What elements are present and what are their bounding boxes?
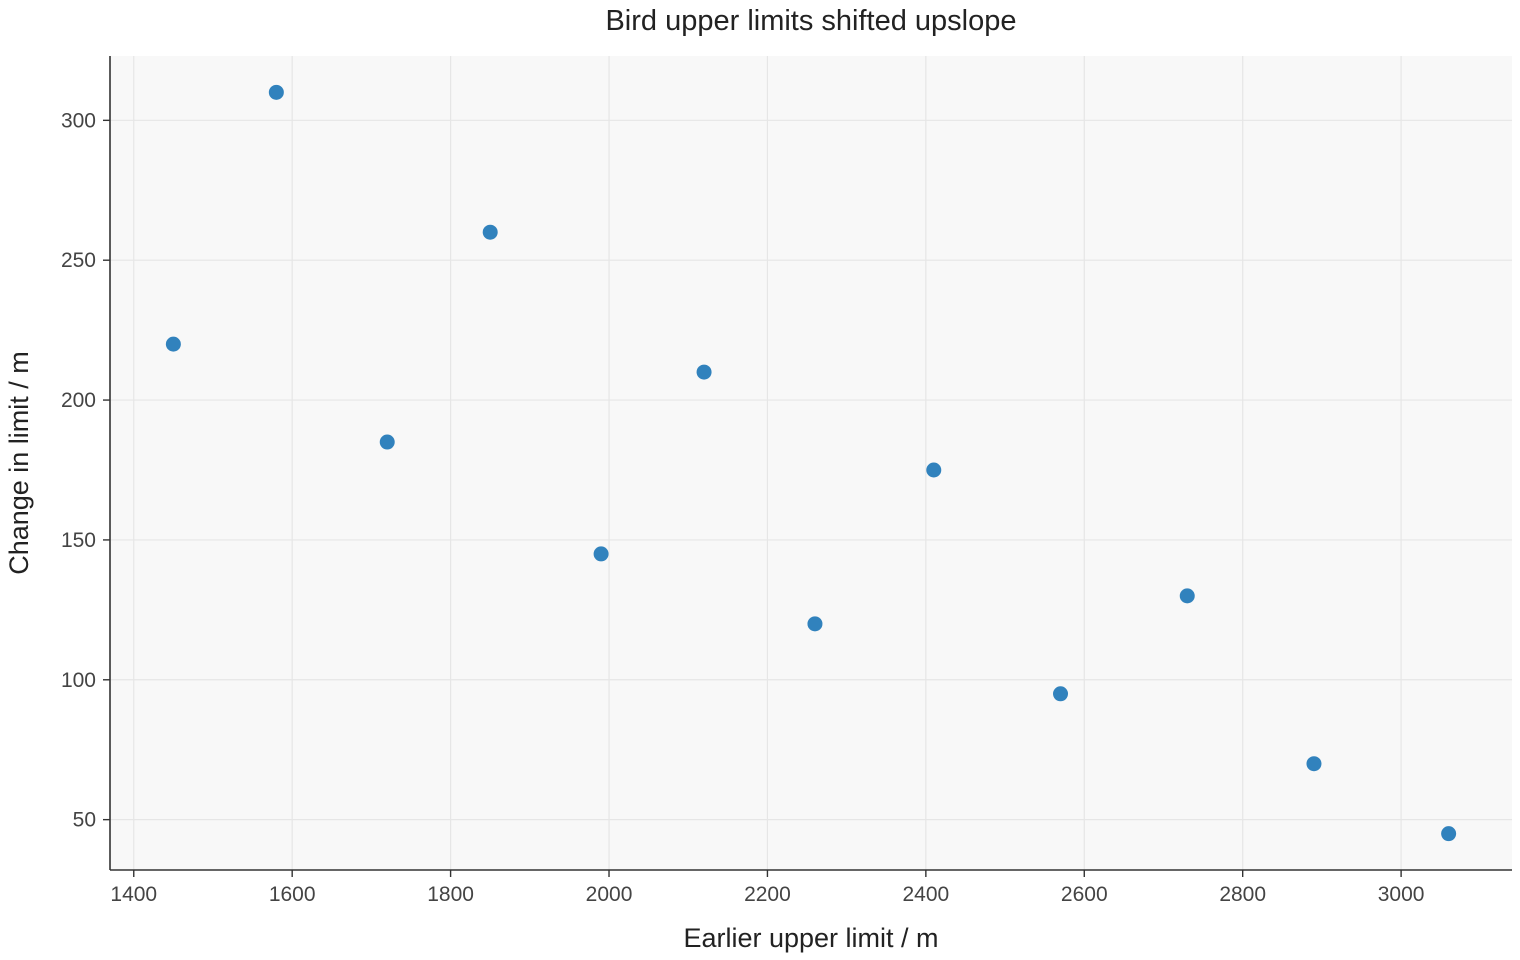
x-tick-label: 2200	[744, 883, 791, 906]
x-tick-label: 2000	[586, 883, 633, 906]
x-tick-label: 2400	[902, 883, 949, 906]
y-ticks: 50 100 150 200 250 300	[61, 109, 110, 832]
data-point	[807, 616, 823, 632]
grid	[110, 56, 1512, 870]
x-tick-label: 2600	[1061, 883, 1108, 906]
data-point	[926, 462, 942, 478]
y-tick-label: 50	[73, 809, 96, 832]
x-ticks: 1400 1600 1800 2000 2200 2400 2600 2800 3000	[110, 870, 1424, 906]
x-tick-label: 3000	[1378, 883, 1425, 906]
data-point	[268, 84, 284, 100]
chart-title: Bird upper limits shifted upslope	[605, 5, 1016, 37]
data-point	[165, 336, 181, 352]
data-point	[1053, 686, 1069, 702]
data-points	[165, 84, 1457, 842]
y-tick-label: 100	[61, 669, 96, 692]
x-tick-label: 1800	[427, 883, 474, 906]
y-tick-label: 300	[61, 109, 96, 132]
x-tick-label: 1600	[269, 883, 316, 906]
x-tick-label: 1400	[110, 883, 157, 906]
y-tick-label: 250	[61, 249, 96, 272]
data-point	[1441, 826, 1457, 842]
data-point	[696, 364, 712, 380]
x-tick-label: 2800	[1219, 883, 1266, 906]
data-point	[482, 224, 498, 240]
y-tick-label: 150	[61, 529, 96, 552]
data-point	[1306, 756, 1322, 772]
y-axis-label: Change in limit / m	[4, 351, 34, 575]
data-point	[593, 546, 609, 562]
data-point	[1179, 588, 1195, 604]
plot-area	[110, 56, 1512, 870]
x-axis-label: Earlier upper limit / m	[683, 923, 938, 953]
y-tick-label: 200	[61, 389, 96, 412]
data-point	[379, 434, 395, 450]
